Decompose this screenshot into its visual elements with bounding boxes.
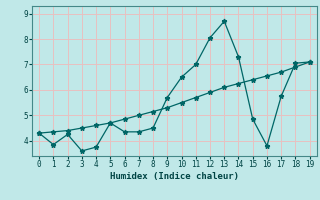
X-axis label: Humidex (Indice chaleur): Humidex (Indice chaleur) bbox=[110, 172, 239, 181]
